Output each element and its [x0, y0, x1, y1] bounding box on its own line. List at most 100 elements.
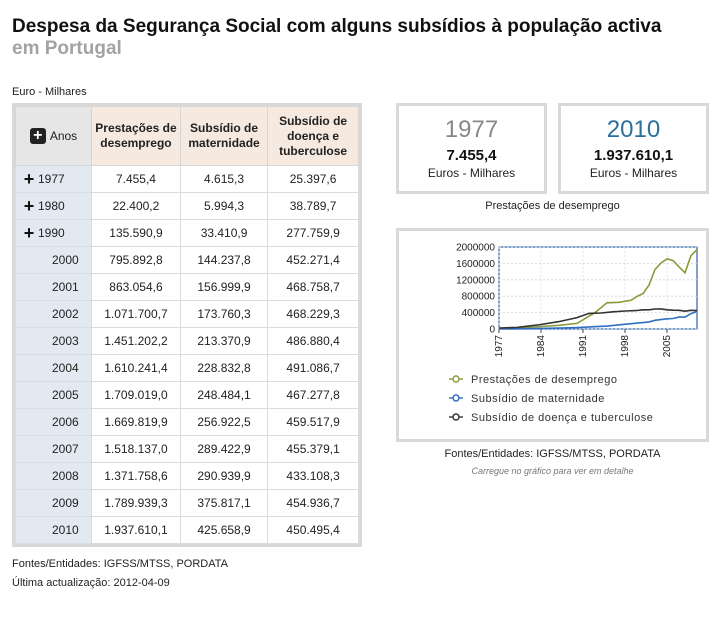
- year-cell: 2007: [15, 435, 92, 463]
- value-cell: 290.939,9: [179, 462, 269, 490]
- year-cell[interactable]: +1990: [15, 219, 92, 247]
- table-row: 2010 1.937.610,1 425.658,9 450.495,4: [15, 516, 359, 544]
- value-cell: 1.669.819,9: [91, 408, 181, 436]
- legend-label[interactable]: Prestações de desemprego: [471, 374, 618, 386]
- table-row: 2006 1.669.819,9 256.922,5 459.517,9: [15, 408, 359, 436]
- value-cell: 173.760,3: [179, 300, 269, 328]
- year-label: 2006: [52, 415, 79, 430]
- stat-end-value: 1.937.610,1: [593, 147, 674, 164]
- data-table: + Anos Prestações de desemprego Subsídio…: [15, 106, 359, 544]
- y-tick-label: 400000: [462, 308, 496, 319]
- series-line-1[interactable]: [498, 249, 698, 330]
- year-cell: 2003: [15, 327, 92, 355]
- value-cell: 1.610.241,4: [91, 354, 181, 382]
- value-cell: 38.789,7: [267, 192, 359, 220]
- stat-start-unit: Euros - Milhares: [427, 166, 516, 180]
- value-cell: 1.451.202,2: [91, 327, 181, 355]
- value-cell: 486.880,4: [267, 327, 359, 355]
- year-label: 1977: [38, 172, 65, 187]
- value-cell: 1.709.019,0: [91, 381, 181, 409]
- year-label: 2003: [52, 334, 79, 349]
- value-cell: 795.892,8: [91, 246, 181, 274]
- value-cell: 33.410,9: [179, 219, 269, 247]
- value-cell: 467.277,8: [267, 381, 359, 409]
- value-cell: 375.817,1: [179, 489, 269, 517]
- y-tick-label: 2000000: [456, 243, 495, 254]
- year-cell: 2001: [15, 273, 92, 301]
- value-cell: 248.484,1: [179, 381, 269, 409]
- legend-label[interactable]: Subsídio de doença e tuberculose: [471, 412, 653, 424]
- stat-caption: Prestações de desemprego: [485, 200, 620, 212]
- year-cell: 2004: [15, 354, 92, 382]
- table-row: 2002 1.071.700,7 173.760,3 468.229,3: [15, 300, 359, 328]
- value-cell: 135.590,9: [91, 219, 181, 247]
- x-tick-label: 1984: [536, 335, 547, 358]
- year-cell: 2005: [15, 381, 92, 409]
- stat-end-unit: Euros - Milhares: [589, 166, 678, 180]
- value-cell: 289.422,9: [179, 435, 269, 463]
- value-cell: 277.759,9: [267, 219, 359, 247]
- value-cell: 1.071.700,7: [91, 300, 181, 328]
- footer-updated: Última actualização: 2012-04-09: [12, 577, 170, 589]
- table-row[interactable]: +1990 135.590,9 33.410,9 277.759,9: [15, 219, 359, 247]
- value-cell: 491.086,7: [267, 354, 359, 382]
- series-line-3[interactable]: [498, 308, 698, 329]
- table-row: 2007 1.518.137,0 289.422,9 455.379,1: [15, 435, 359, 463]
- y-tick-label: 1200000: [456, 275, 495, 286]
- year-cell[interactable]: +1980: [15, 192, 92, 220]
- expand-row-icon[interactable]: +: [23, 196, 35, 217]
- data-table-container: + Anos Prestações de desemprego Subsídio…: [12, 103, 362, 547]
- expand-all-control[interactable]: + Anos: [29, 128, 78, 144]
- value-cell: 156.999,9: [179, 273, 269, 301]
- series-line-2[interactable]: [499, 310, 698, 330]
- year-cell[interactable]: +1977: [15, 165, 92, 193]
- table-row: 2000 795.892,8 144.237,8 452.271,4: [15, 246, 359, 274]
- table-body: +1977 7.455,4 4.615,3 25.397,6 +1980 22.400,2…: [15, 165, 359, 544]
- value-cell: 450.495,4: [267, 516, 359, 544]
- value-cell: 22.400,2: [91, 192, 181, 220]
- table-row[interactable]: +1977 7.455,4 4.615,3 25.397,6: [15, 165, 359, 193]
- year-label: 2005: [52, 388, 79, 403]
- expand-row-icon[interactable]: +: [23, 169, 35, 190]
- year-label: 2004: [52, 361, 79, 376]
- value-cell: 213.370,9: [179, 327, 269, 355]
- year-cell: 2008: [15, 462, 92, 490]
- page-title: Despesa da Segurança Social com alguns s…: [12, 16, 662, 37]
- stat-start-value: 7.455,4: [446, 147, 497, 164]
- legend-marker: [452, 375, 460, 383]
- chart-hint: Carregue no gráfico para ver em detalhe: [471, 466, 634, 476]
- line-chart[interactable]: 0 400000 800000 1200000 1600000 2000000 1977 19…: [399, 231, 706, 439]
- value-cell: 452.271,4: [267, 246, 359, 274]
- year-label: 2000: [52, 253, 79, 268]
- table-row[interactable]: +1980 22.400,2 5.994,3 38.789,7: [15, 192, 359, 220]
- legend-label[interactable]: Subsídio de maternidade: [471, 393, 605, 405]
- value-cell: 1.518.137,0: [91, 435, 181, 463]
- table-row: 2005 1.709.019,0 248.484,1 467.277,8: [15, 381, 359, 409]
- chart-source: Fontes/Entidades: IGFSS/MTSS, PORDATA: [444, 448, 661, 460]
- expand-row-icon[interactable]: +: [23, 223, 35, 244]
- year-header-label: Anos: [49, 128, 78, 143]
- year-column-header[interactable]: + Anos: [15, 106, 92, 166]
- stat-end-year: 2010: [606, 116, 661, 143]
- value-cell: 25.397,6: [267, 165, 359, 193]
- value-cell: 468.758,7: [267, 273, 359, 301]
- value-cell: 455.379,1: [267, 435, 359, 463]
- table-row: 2001 863.054,6 156.999,9 468.758,7: [15, 273, 359, 301]
- x-tick-label: 1991: [578, 335, 589, 358]
- x-tick-label: 1998: [620, 335, 631, 358]
- value-cell: 256.922,5: [179, 408, 269, 436]
- column-header-doenca: Subsídio de doença e tuberculose: [267, 106, 359, 166]
- year-cell: 2006: [15, 408, 92, 436]
- year-label: 2010: [52, 523, 79, 538]
- value-cell: 144.237,8: [179, 246, 269, 274]
- year-cell: 2000: [15, 246, 92, 274]
- y-tick-label: 0: [489, 325, 495, 336]
- expand-all-icon[interactable]: +: [29, 128, 46, 144]
- table-row: 2009 1.789.939,3 375.817,1 454.936,7: [15, 489, 359, 517]
- year-label: 2001: [52, 280, 79, 295]
- value-cell: 425.658,9: [179, 516, 269, 544]
- value-cell: 454.936,7: [267, 489, 359, 517]
- column-header-desemprego: Prestações de desemprego: [91, 106, 181, 166]
- x-tick-label: 2005: [662, 335, 673, 358]
- chart-container[interactable]: 0 400000 800000 1200000 1600000 2000000 1977 19…: [396, 228, 709, 442]
